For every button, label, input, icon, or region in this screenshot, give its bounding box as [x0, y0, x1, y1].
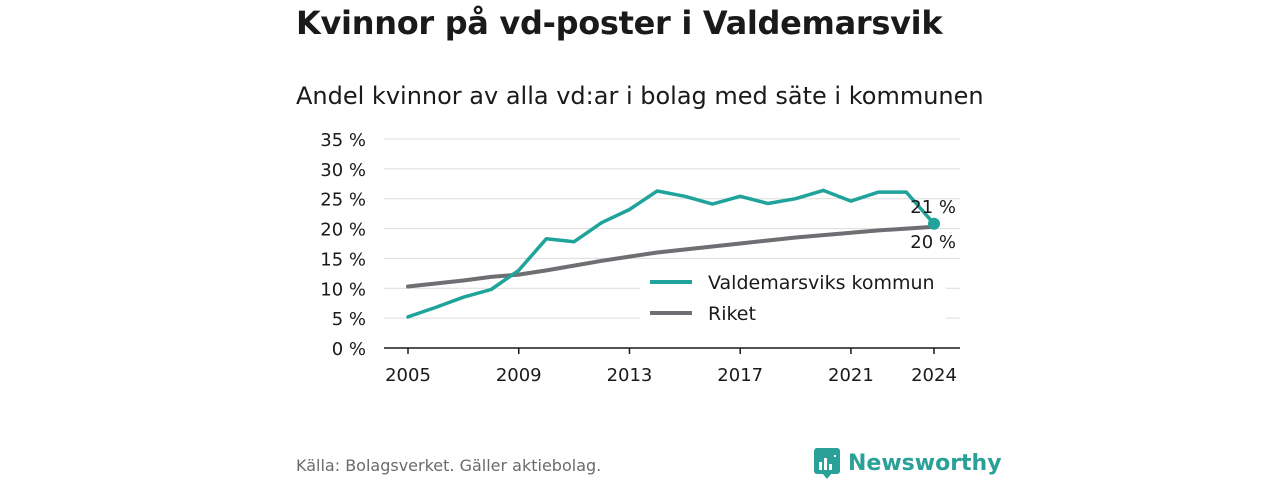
- x-tick-label: 2009: [496, 365, 542, 386]
- series-line-riket: [406, 224, 936, 289]
- x-tick-label: 2005: [385, 365, 431, 386]
- series-end-marker: [928, 217, 940, 230]
- x-tick-label: 2013: [607, 365, 653, 386]
- source-note: Källa: Bolagsverket. Gäller aktiebolag.: [296, 456, 602, 475]
- end-label-riket: 20 %: [910, 232, 956, 253]
- x-tick-label: 2024: [911, 365, 957, 386]
- legend-label: Riket: [708, 303, 756, 325]
- end-label-kommun: 21 %: [910, 197, 956, 218]
- x-tick-label: 2021: [828, 365, 874, 386]
- brand-name: Newsworthy: [848, 450, 1002, 476]
- bar-chart-speech-bubble-icon: [814, 448, 840, 479]
- chart-title: Kvinnor på vd-poster i Valdemarsvik: [296, 4, 943, 42]
- y-tick-label: 35 %: [320, 130, 366, 151]
- y-tick-label: 0 %: [332, 339, 366, 360]
- chart-subtitle: Andel kvinnor av alla vd:ar i bolag med …: [296, 82, 984, 110]
- y-tick-label: 10 %: [320, 279, 366, 300]
- series-line-kommun: [406, 188, 936, 319]
- y-tick-label: 5 %: [332, 309, 366, 330]
- x-tick-label: 2017: [717, 365, 763, 386]
- y-tick-label: 15 %: [320, 249, 366, 270]
- y-tick-label: 30 %: [320, 160, 366, 181]
- y-tick-label: 20 %: [320, 220, 366, 241]
- y-tick-label: 25 %: [320, 190, 366, 211]
- brand-logo[interactable]: Newsworthy: [814, 446, 1002, 480]
- legend-label: Valdemarsviks kommun: [708, 272, 935, 294]
